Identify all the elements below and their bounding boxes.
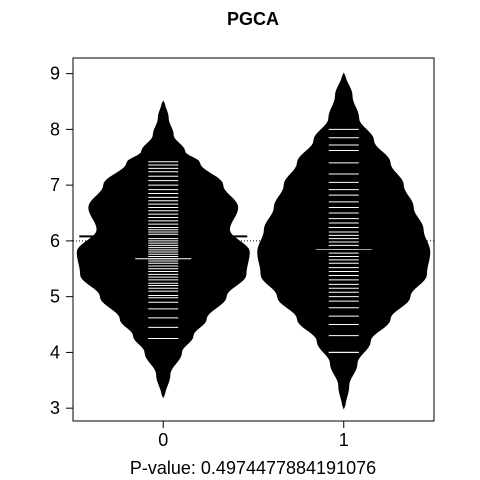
y-tick-label-8: 8 [50, 119, 60, 139]
y-tick-label-5: 5 [50, 287, 60, 307]
bean-shape-0 [76, 100, 250, 399]
plot-area [73, 72, 434, 410]
x-tick-label-1: 1 [339, 430, 349, 450]
y-tick-label-9: 9 [50, 64, 60, 84]
y-tick-label-3: 3 [50, 398, 60, 418]
y-tick-label-4: 4 [50, 342, 60, 362]
plot-frame [72, 57, 435, 422]
y-tick-label-7: 7 [50, 175, 60, 195]
y-tick-label-6: 6 [50, 231, 60, 251]
x-tick-label-0: 0 [158, 430, 168, 450]
chart-title: PGCA [227, 9, 279, 29]
x-axis-label: P-value: 0.4974477884191076 [130, 458, 376, 478]
bean-shape-1 [257, 72, 431, 410]
axes: 3 4 5 6 7 8 9 0 1 [50, 64, 349, 450]
